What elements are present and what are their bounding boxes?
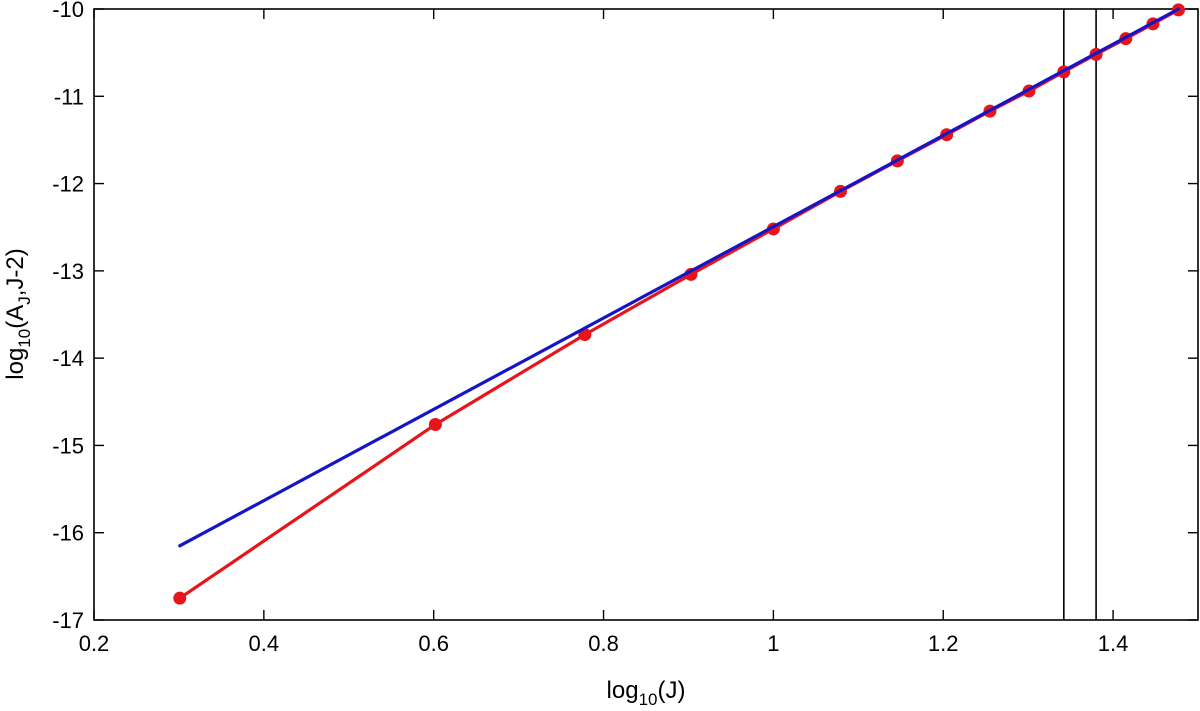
y-tick-label: -16 [52,521,84,546]
x-tick-label: 0.4 [249,631,280,656]
series-layer [173,3,1185,605]
y-tick-label: -13 [52,259,84,284]
x-tick-label: 0.8 [588,631,619,656]
series-line-1 [178,8,1181,600]
axis-ticks: 0.2 0.4 0.6 0.8 1 1.2 1.4 -17 -16 -15 -14 -13 -12 -11… [52,0,1198,656]
y-tick-label: -12 [52,172,84,197]
y-tick-label: -17 [52,608,84,633]
y-tick-label: -15 [52,433,84,458]
y-tick-label: -11 [54,84,84,109]
x-tick-label: 0.2 [79,631,110,656]
data-point [173,591,187,605]
x-tick-label: 1.2 [928,631,959,656]
x-tick-label: 1 [767,631,779,656]
y-tick-label: -10 [52,0,84,22]
x-tick-label: 0.6 [418,631,449,656]
y-axis-title: log10(AJ,J-2) [2,248,34,379]
y-tick-label: -14 [52,346,84,371]
vertical-lines [1063,9,1097,620]
plot-frame [93,8,1199,621]
x-axis-title: log10(J) [607,677,686,706]
series-line-2 [178,7,1181,548]
data-point [428,417,442,431]
x-tick-label: 1.4 [1098,631,1129,656]
